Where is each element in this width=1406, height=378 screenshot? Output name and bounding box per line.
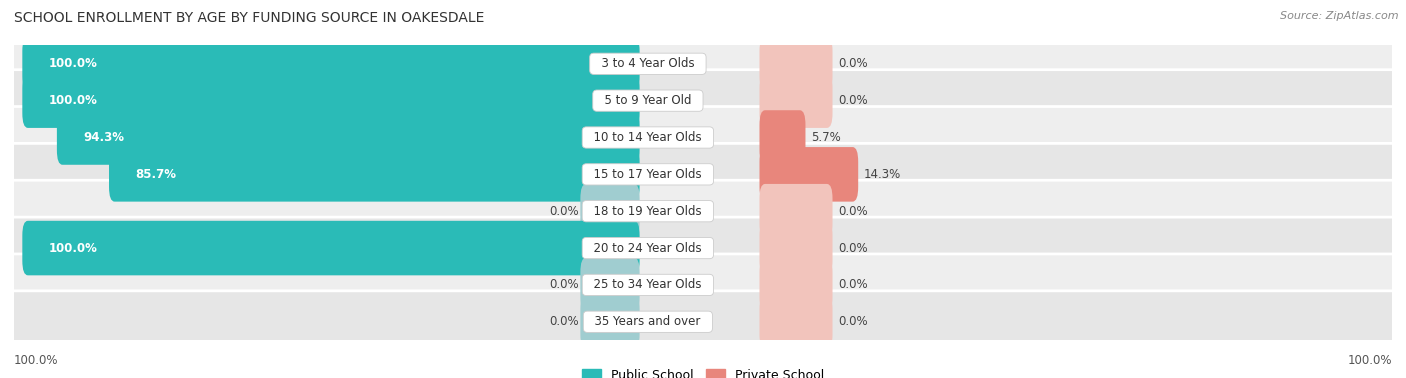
FancyBboxPatch shape	[759, 184, 832, 239]
Text: 0.0%: 0.0%	[838, 94, 868, 107]
Text: 100.0%: 100.0%	[48, 94, 97, 107]
FancyBboxPatch shape	[22, 221, 640, 275]
Text: 5.7%: 5.7%	[811, 131, 841, 144]
FancyBboxPatch shape	[581, 184, 640, 239]
Text: SCHOOL ENROLLMENT BY AGE BY FUNDING SOURCE IN OAKESDALE: SCHOOL ENROLLMENT BY AGE BY FUNDING SOUR…	[14, 11, 485, 25]
Text: 25 to 34 Year Olds: 25 to 34 Year Olds	[586, 279, 710, 291]
FancyBboxPatch shape	[110, 147, 640, 201]
Legend: Public School, Private School: Public School, Private School	[576, 364, 830, 378]
Text: 14.3%: 14.3%	[863, 168, 901, 181]
Text: 10 to 14 Year Olds: 10 to 14 Year Olds	[586, 131, 710, 144]
FancyBboxPatch shape	[581, 294, 640, 349]
FancyBboxPatch shape	[56, 110, 640, 165]
Text: 85.7%: 85.7%	[135, 168, 176, 181]
Text: 0.0%: 0.0%	[550, 315, 579, 328]
Text: 18 to 19 Year Olds: 18 to 19 Year Olds	[586, 205, 710, 218]
Text: 0.0%: 0.0%	[838, 57, 868, 70]
Text: 0.0%: 0.0%	[838, 242, 868, 254]
Text: 15 to 17 Year Olds: 15 to 17 Year Olds	[586, 168, 710, 181]
FancyBboxPatch shape	[8, 107, 1398, 169]
Text: 0.0%: 0.0%	[550, 205, 579, 218]
Text: 100.0%: 100.0%	[48, 57, 97, 70]
Text: 0.0%: 0.0%	[550, 279, 579, 291]
FancyBboxPatch shape	[22, 37, 640, 91]
FancyBboxPatch shape	[8, 33, 1398, 95]
Text: 0.0%: 0.0%	[838, 205, 868, 218]
FancyBboxPatch shape	[759, 221, 832, 275]
FancyBboxPatch shape	[759, 110, 806, 165]
FancyBboxPatch shape	[759, 294, 832, 349]
Text: 100.0%: 100.0%	[48, 242, 97, 254]
FancyBboxPatch shape	[581, 258, 640, 312]
Text: Source: ZipAtlas.com: Source: ZipAtlas.com	[1281, 11, 1399, 21]
FancyBboxPatch shape	[8, 143, 1398, 205]
FancyBboxPatch shape	[759, 73, 832, 128]
FancyBboxPatch shape	[8, 180, 1398, 242]
FancyBboxPatch shape	[22, 73, 640, 128]
Text: 35 Years and over: 35 Years and over	[588, 315, 709, 328]
FancyBboxPatch shape	[8, 70, 1398, 132]
Text: 20 to 24 Year Olds: 20 to 24 Year Olds	[586, 242, 710, 254]
Text: 100.0%: 100.0%	[1347, 354, 1392, 367]
FancyBboxPatch shape	[759, 147, 858, 201]
Text: 100.0%: 100.0%	[14, 354, 59, 367]
FancyBboxPatch shape	[8, 254, 1398, 316]
FancyBboxPatch shape	[8, 217, 1398, 279]
Text: 94.3%: 94.3%	[83, 131, 124, 144]
Text: 0.0%: 0.0%	[838, 315, 868, 328]
FancyBboxPatch shape	[8, 291, 1398, 353]
FancyBboxPatch shape	[759, 258, 832, 312]
Text: 3 to 4 Year Olds: 3 to 4 Year Olds	[593, 57, 702, 70]
Text: 5 to 9 Year Old: 5 to 9 Year Old	[598, 94, 699, 107]
FancyBboxPatch shape	[759, 37, 832, 91]
Text: 0.0%: 0.0%	[838, 279, 868, 291]
